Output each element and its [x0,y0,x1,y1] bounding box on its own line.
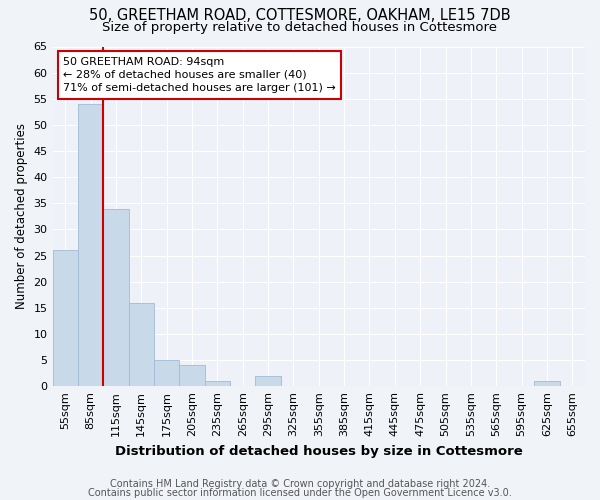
Text: Contains public sector information licensed under the Open Government Licence v3: Contains public sector information licen… [88,488,512,498]
Y-axis label: Number of detached properties: Number of detached properties [15,124,28,310]
Text: 50 GREETHAM ROAD: 94sqm
← 28% of detached houses are smaller (40)
71% of semi-de: 50 GREETHAM ROAD: 94sqm ← 28% of detache… [63,56,336,93]
Text: Size of property relative to detached houses in Cottesmore: Size of property relative to detached ho… [103,21,497,34]
X-axis label: Distribution of detached houses by size in Cottesmore: Distribution of detached houses by size … [115,444,523,458]
Bar [128,302,154,386]
Bar [256,376,281,386]
Text: Contains HM Land Registry data © Crown copyright and database right 2024.: Contains HM Land Registry data © Crown c… [110,479,490,489]
Bar [205,381,230,386]
Bar [78,104,103,387]
Bar [534,381,560,386]
Bar [179,366,205,386]
Bar [154,360,179,386]
Bar [103,208,128,386]
Bar [53,250,78,386]
Text: 50, GREETHAM ROAD, COTTESMORE, OAKHAM, LE15 7DB: 50, GREETHAM ROAD, COTTESMORE, OAKHAM, L… [89,8,511,22]
